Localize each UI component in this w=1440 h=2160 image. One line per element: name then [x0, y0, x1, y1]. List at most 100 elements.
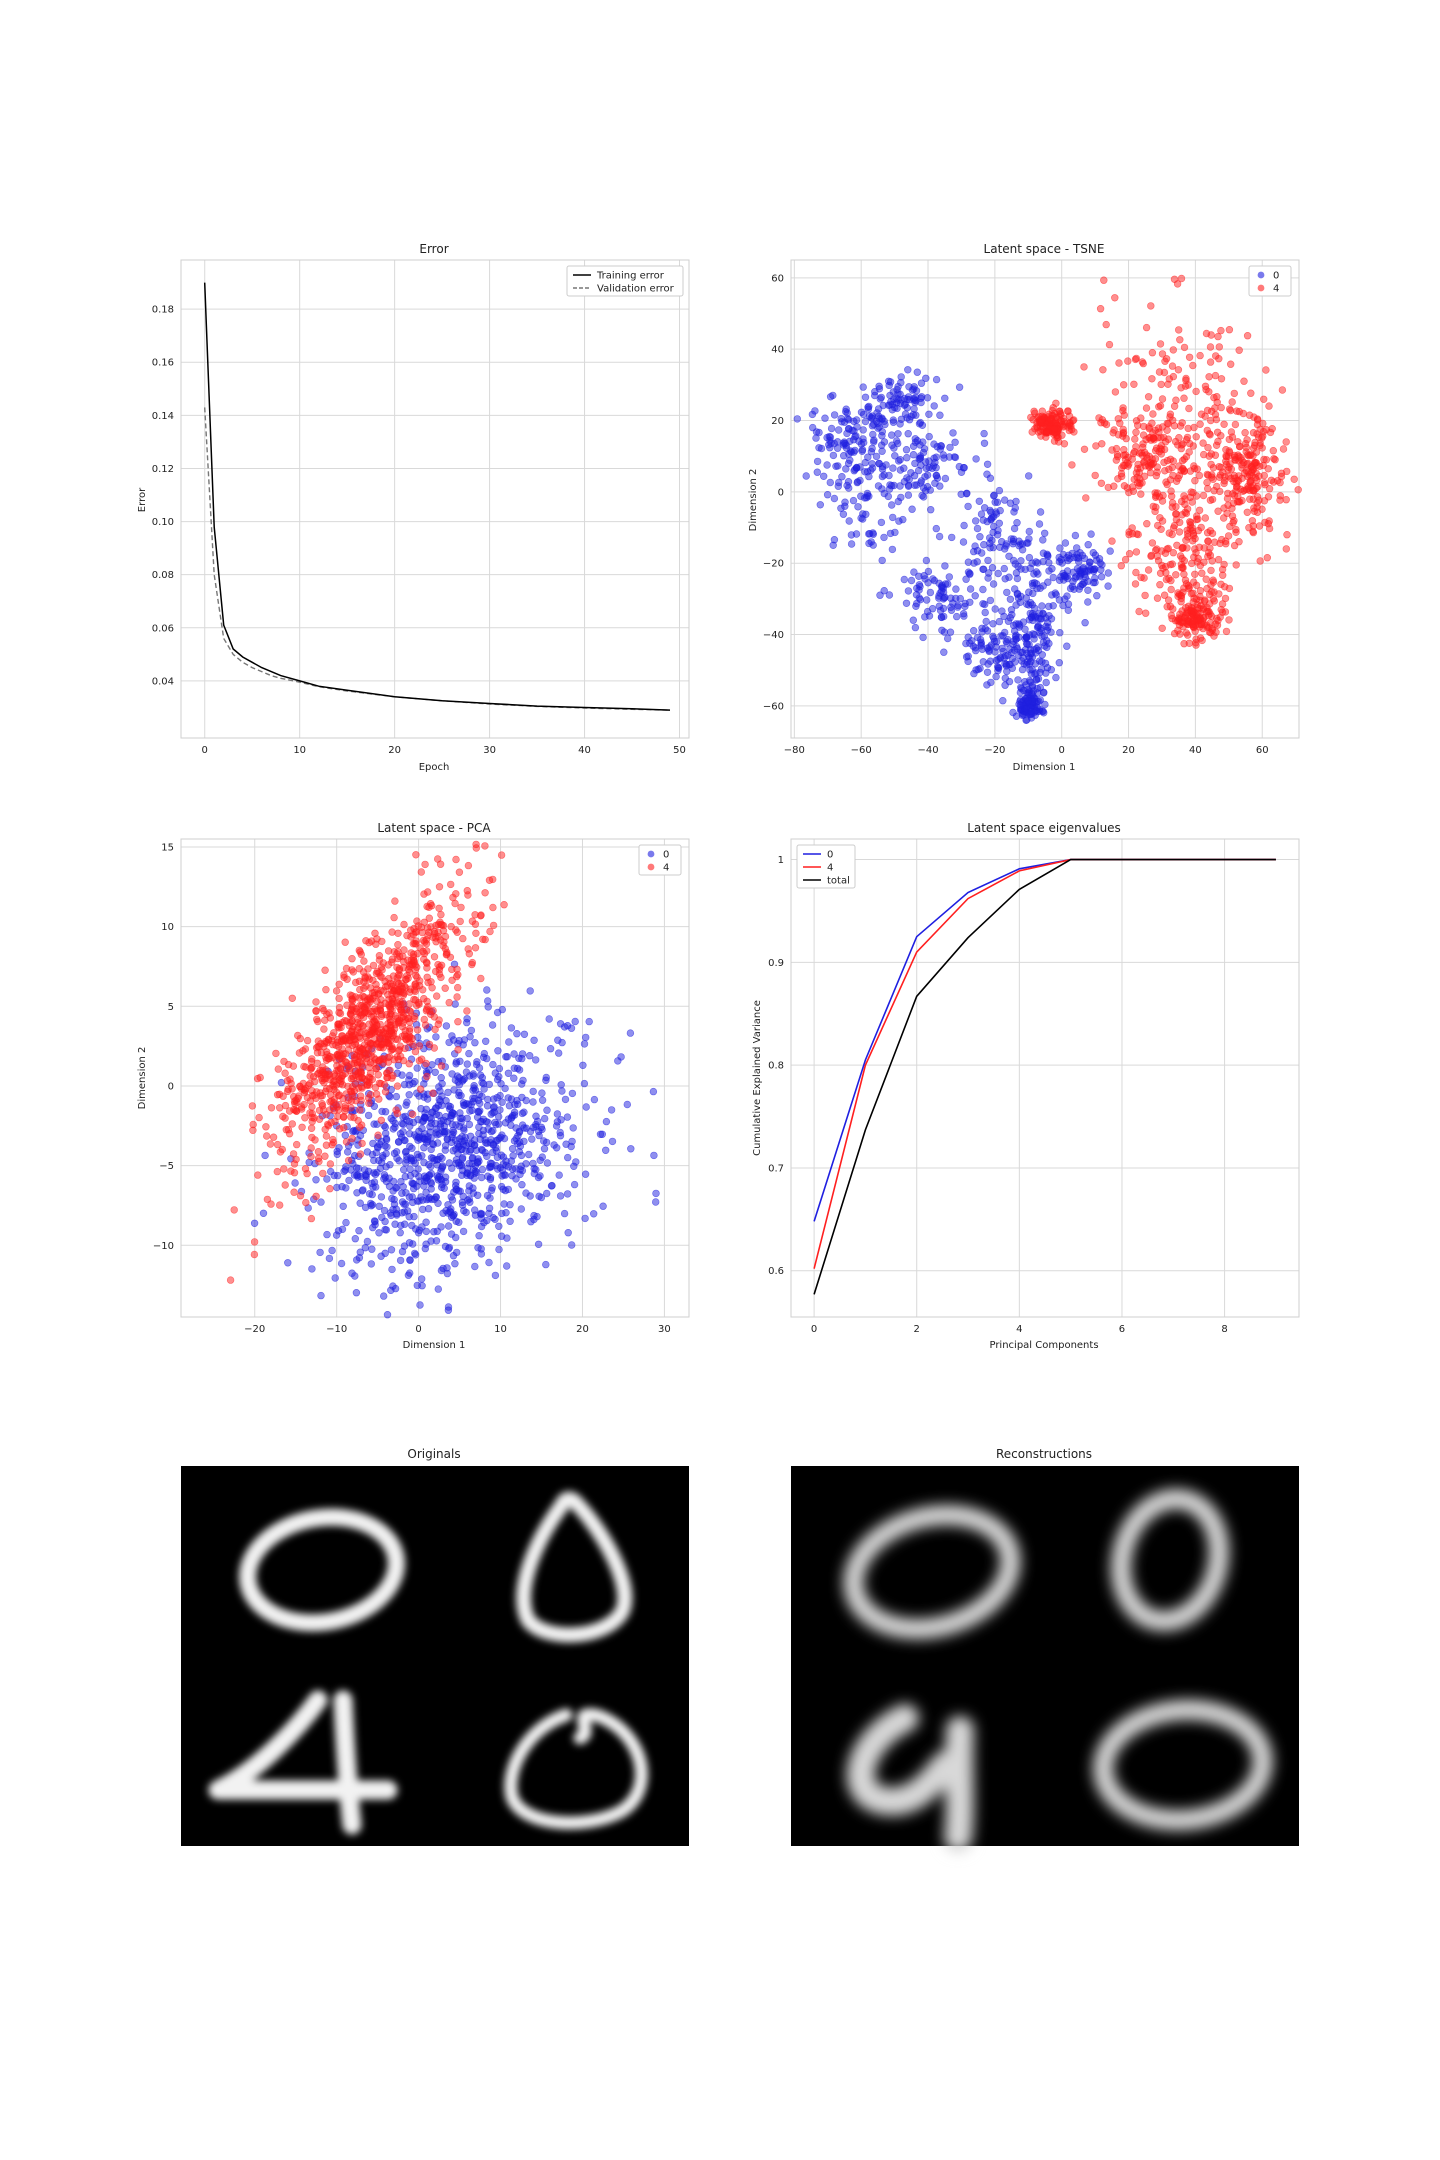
scatter-point	[1023, 539, 1031, 547]
scatter-point	[1111, 388, 1120, 396]
scatter-point	[1104, 483, 1113, 492]
scatter-point	[841, 439, 849, 448]
y-tick-label: −20	[763, 559, 784, 570]
scatter-point	[406, 1256, 414, 1264]
scatter-point	[391, 1284, 400, 1293]
scatter-point	[315, 1157, 323, 1166]
scatter-point	[1132, 354, 1141, 363]
scatter-point	[1290, 475, 1298, 483]
x-tick-label: 20	[1122, 745, 1135, 756]
scatter-point	[1076, 582, 1085, 590]
scatter-point	[1037, 665, 1046, 673]
scatter-point	[408, 1110, 417, 1119]
pca-points	[226, 840, 660, 1319]
scatter-point	[1042, 678, 1050, 687]
scatter-point	[474, 1159, 482, 1167]
scatter-point	[973, 633, 982, 642]
scatter-point	[1156, 402, 1165, 410]
scatter-point	[1222, 627, 1231, 636]
scatter-point	[400, 1208, 409, 1216]
scatter-point	[995, 486, 1004, 495]
x-tick-label: 10	[293, 745, 306, 756]
scatter-point	[282, 1125, 290, 1134]
scatter-point	[402, 1101, 410, 1109]
scatter-point	[1199, 604, 1208, 612]
scatter-point	[1181, 495, 1189, 503]
scatter-point	[561, 1095, 570, 1104]
scatter-point	[1013, 574, 1022, 583]
scatter-point	[336, 1064, 345, 1072]
scatter-point	[1148, 349, 1157, 357]
scatter-point	[464, 861, 473, 870]
scatter-point	[1241, 429, 1249, 437]
scatter-point	[811, 407, 819, 415]
scatter-point	[524, 1150, 533, 1159]
scatter-point	[426, 1122, 434, 1131]
scatter-point	[865, 472, 873, 481]
scatter-point	[983, 460, 992, 468]
scatter-point	[571, 1017, 579, 1026]
scatter-point	[307, 1144, 315, 1152]
scatter-point	[358, 1045, 367, 1054]
scatter-point	[1064, 606, 1073, 614]
scatter-point	[1189, 361, 1197, 370]
scatter-point	[1019, 654, 1027, 662]
scatter-point	[386, 1160, 394, 1169]
scatter-point	[484, 1003, 492, 1011]
scatter-point	[954, 601, 962, 610]
scatter-point	[328, 1246, 336, 1255]
scatter-point	[394, 940, 402, 949]
scatter-point	[1230, 541, 1239, 550]
scatter-point	[1003, 588, 1011, 597]
scatter-point	[930, 402, 938, 410]
scatter-point	[1262, 366, 1270, 374]
scatter-point	[312, 1088, 321, 1096]
scatter-point	[391, 1220, 399, 1228]
scatter-point	[1206, 551, 1215, 560]
scatter-point	[874, 424, 882, 432]
scatter-point	[334, 1091, 343, 1100]
y-tick-label: 0.9	[768, 958, 784, 969]
scatter-point	[980, 429, 988, 438]
scatter-point	[1253, 508, 1262, 516]
scatter-point	[508, 1144, 517, 1153]
scatter-point	[1240, 377, 1248, 385]
scatter-point	[925, 432, 933, 441]
scatter-point	[891, 452, 899, 460]
scatter-point	[601, 1146, 610, 1155]
scatter-point	[830, 411, 839, 419]
scatter-point	[368, 1047, 376, 1055]
scatter-point	[415, 1056, 424, 1065]
scatter-point	[837, 414, 845, 423]
scatter-point	[830, 535, 839, 544]
axes-frame	[180, 259, 690, 739]
scatter-point	[404, 965, 413, 974]
scatter-point	[888, 545, 897, 554]
scatter-point	[1241, 439, 1250, 448]
y-tick-label: 15	[161, 842, 174, 853]
scatter-point	[1012, 497, 1020, 506]
title-reconstructions: Reconstructions	[996, 1447, 1092, 1461]
scatter-point	[348, 1087, 356, 1096]
scatter-point	[292, 1107, 301, 1115]
scatter-point	[1079, 565, 1087, 573]
scatter-point	[880, 438, 889, 446]
scatter-point	[887, 431, 896, 439]
scatter-point	[916, 595, 925, 604]
scatter-point	[386, 979, 395, 987]
scatter-point	[364, 1001, 372, 1009]
scatter-point	[1173, 541, 1181, 549]
scatter-point	[581, 1214, 589, 1223]
scatter-point	[1232, 561, 1240, 569]
scatter-point	[326, 1052, 334, 1061]
scatter-point	[554, 1036, 562, 1044]
scatter-point	[436, 1123, 445, 1131]
scatter-point	[1207, 566, 1215, 575]
scatter-point	[379, 1151, 387, 1160]
scatter-point	[447, 1213, 456, 1221]
scatter-point	[1199, 439, 1207, 447]
scatter-point	[1026, 666, 1034, 674]
scatter-point	[1097, 566, 1105, 574]
scatter-point	[1214, 507, 1222, 515]
scatter-point	[1189, 616, 1198, 625]
